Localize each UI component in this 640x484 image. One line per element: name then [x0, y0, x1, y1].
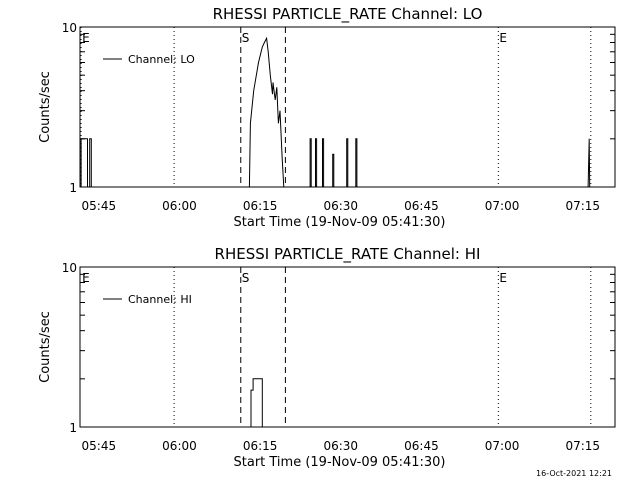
panel-1-event-marker-S: S: [242, 31, 250, 45]
panel-1-x-tick-label: 05:45: [82, 199, 117, 213]
panel-2-y-tick-label: 10: [62, 261, 77, 275]
panel-2-y-tick-label: 1: [69, 421, 77, 435]
panel-2-plot-frame: [79, 266, 616, 428]
panel-2-x-tick-label: 07:15: [565, 439, 600, 453]
panel-1-x-tick-label: 06:45: [404, 199, 439, 213]
panel-2-chart-title: RHESSI PARTICLE_RATE Channel: HI: [215, 245, 481, 264]
panel-2-x-tick-label: 05:45: [82, 439, 117, 453]
panel-1-x-tick-label: 07:00: [485, 199, 520, 213]
panel-1-x-tick-label: 06:00: [162, 199, 197, 213]
panel-2-event-marker-E: E: [82, 271, 90, 285]
panel-1-x-tick-label: 06:15: [243, 199, 278, 213]
panel-1-event-marker-E: E: [499, 31, 507, 45]
panel-1-y-tick-label: 10: [62, 21, 77, 35]
panel-2-x-tick-label: 06:00: [162, 439, 197, 453]
panel-1-series-line-1: [80, 36, 591, 188]
panel-2-event-marker-E: E: [499, 271, 507, 285]
panel-2-y-axis-label: Counts/sec: [38, 311, 53, 383]
panel-1-legend-label: Channel: LO: [128, 53, 195, 66]
panel-1-y-tick-label: 1: [69, 181, 77, 195]
panel-2-legend-label: Channel: HI: [128, 293, 192, 306]
panel-1-y-axis-label: Counts/sec: [38, 71, 53, 143]
panel-2-series-line-1: [250, 378, 263, 427]
panel-1-x-tick-label: 06:30: [323, 199, 358, 213]
panel-2-x-tick-label: 07:00: [485, 439, 520, 453]
footer-timestamp: 16-Oct-2021 12:21: [536, 469, 612, 478]
panel-1-event-marker-E: E: [82, 31, 90, 45]
panel-2-x-tick-label: 06:45: [404, 439, 439, 453]
panel-2-x-tick-label: 06:30: [323, 439, 358, 453]
panel-2-x-axis-label: Start Time (19-Nov-09 05:41:30): [234, 455, 446, 470]
panel-2-event-marker-S: S: [242, 271, 250, 285]
panel-2-x-tick-label: 06:15: [243, 439, 278, 453]
panel-1-chart-title: RHESSI PARTICLE_RATE Channel: LO: [213, 5, 483, 24]
panel-1-x-tick-label: 07:15: [565, 199, 600, 213]
panel-1-x-axis-label: Start Time (19-Nov-09 05:41:30): [234, 215, 446, 230]
